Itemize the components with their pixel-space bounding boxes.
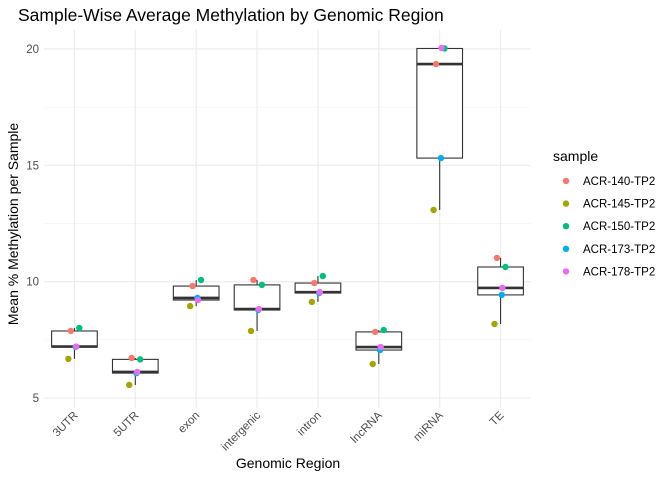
box-3UTR [51, 327, 98, 359]
data-point [502, 263, 509, 271]
data-point [316, 288, 323, 296]
data-point [437, 154, 445, 162]
data-point [186, 302, 194, 310]
data-point [258, 281, 266, 289]
data-point [319, 272, 327, 280]
x-tick-label: 5UTR [112, 410, 142, 440]
points [65, 44, 509, 389]
data-point [136, 356, 144, 363]
legend-key [562, 223, 570, 230]
x-axis-title: Genomic Region [236, 455, 340, 471]
data-point [430, 206, 437, 214]
data-point [498, 291, 505, 299]
data-point [432, 60, 440, 68]
y-axis-ticks: 5 10 15 20 [26, 44, 39, 405]
legend-title: sample [553, 148, 598, 164]
legend-label: ACR-140-TP2 [583, 176, 655, 188]
data-point [76, 324, 83, 332]
box-intron [294, 276, 342, 302]
legend: sample ACR-140-TP2 ACR-145-TP2 ACR-150-TP2… [553, 148, 655, 278]
x-tick-label: TE [488, 409, 507, 428]
legend-key [562, 200, 570, 207]
x-tick-label: intron [295, 410, 324, 439]
data-point [380, 326, 387, 334]
legend-label: ACR-150-TP2 [583, 221, 655, 233]
legend-key [562, 177, 570, 185]
data-point [128, 354, 135, 362]
legend-label: ACR-173-TP2 [583, 244, 655, 256]
x-tick-label: exon [176, 410, 202, 436]
x-tick-label: intergenic [219, 409, 263, 453]
box-intergenic [233, 280, 281, 331]
y-tick-label: 5 [33, 393, 39, 405]
data-point [491, 320, 498, 328]
box-miRNA [416, 47, 464, 210]
y-tick-label: 10 [26, 277, 39, 289]
data-point [189, 282, 196, 290]
y-tick-label: 20 [26, 44, 39, 56]
data-point [250, 276, 257, 284]
data-point [308, 298, 316, 306]
x-tick-label: 3UTR [51, 410, 81, 440]
data-point [133, 368, 141, 376]
legend-key [562, 245, 570, 252]
data-point [197, 276, 205, 284]
data-point [438, 44, 445, 52]
chart-title: Sample-Wise Average Methylation by Genom… [18, 5, 444, 25]
legend-key [562, 268, 570, 275]
boxes [51, 47, 524, 385]
x-axis-ticks: 3UTR 5UTR exon intergenic intron lncRNA miRNA T… [51, 409, 507, 453]
data-point [247, 327, 255, 335]
data-point [255, 305, 263, 313]
data-point [67, 327, 74, 335]
data-point [371, 328, 379, 336]
iqr-box [233, 284, 281, 311]
legend-label: ACR-178-TP2 [583, 266, 655, 278]
x-tick-label: miRNA [412, 409, 446, 443]
iqr-box [477, 266, 524, 296]
iqr-box [416, 47, 464, 159]
data-point [493, 254, 501, 262]
x-tick-label: lncRNA [349, 409, 385, 445]
data-point [65, 355, 72, 363]
data-point [126, 381, 133, 389]
y-tick-label: 15 [26, 160, 39, 172]
data-point [311, 279, 318, 287]
legend-label: ACR-145-TP2 [583, 199, 655, 211]
data-point [377, 343, 384, 351]
data-point [73, 343, 80, 350]
data-point [194, 296, 202, 304]
box-TE [477, 257, 524, 325]
box-lncRNA [355, 330, 403, 365]
data-point [499, 284, 506, 292]
data-point [369, 360, 376, 368]
y-axis-title: Mean % Methylation per Sample [5, 123, 21, 326]
